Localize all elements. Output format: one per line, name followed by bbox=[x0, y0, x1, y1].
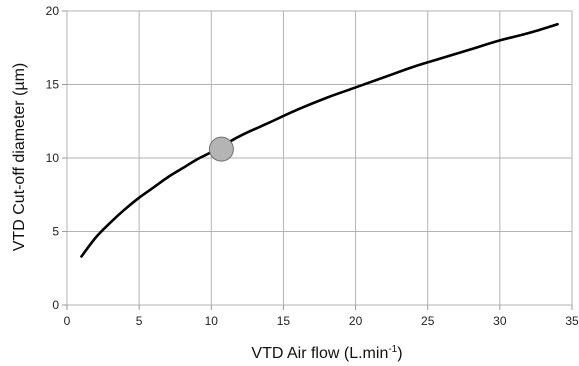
series-line-0 bbox=[80, 22, 559, 258]
y-tick-label-4: 20 bbox=[46, 4, 60, 18]
y-tick-label-1: 5 bbox=[52, 225, 59, 239]
series bbox=[80, 22, 559, 258]
grid bbox=[67, 10, 573, 305]
x-tick-label-2: 10 bbox=[205, 314, 219, 328]
annotations bbox=[208, 136, 234, 162]
x-tick-label-7: 35 bbox=[565, 314, 579, 328]
y-tick-label-3: 15 bbox=[46, 78, 60, 92]
x-tick-label-6: 30 bbox=[493, 314, 507, 328]
y-tick-label-2: 10 bbox=[46, 151, 60, 165]
ticks: 0 5 10 15 20 25 30 35 0 5 10 15 20 bbox=[46, 4, 579, 328]
x-tick-label-0: 0 bbox=[64, 314, 71, 328]
x-tick-label-3: 15 bbox=[277, 314, 291, 328]
y-axis-label: VTD Cut-off diameter (µm) bbox=[11, 63, 28, 252]
x-tick-label-4: 20 bbox=[349, 314, 363, 328]
y-tick-label-0: 0 bbox=[52, 298, 59, 312]
highlight-marker-0 bbox=[208, 136, 234, 162]
x-tick-label-1: 5 bbox=[136, 314, 143, 328]
x-axis-label: VTD Air flow (L.min-1) bbox=[251, 344, 402, 362]
x-tick-label-5: 25 bbox=[421, 314, 435, 328]
